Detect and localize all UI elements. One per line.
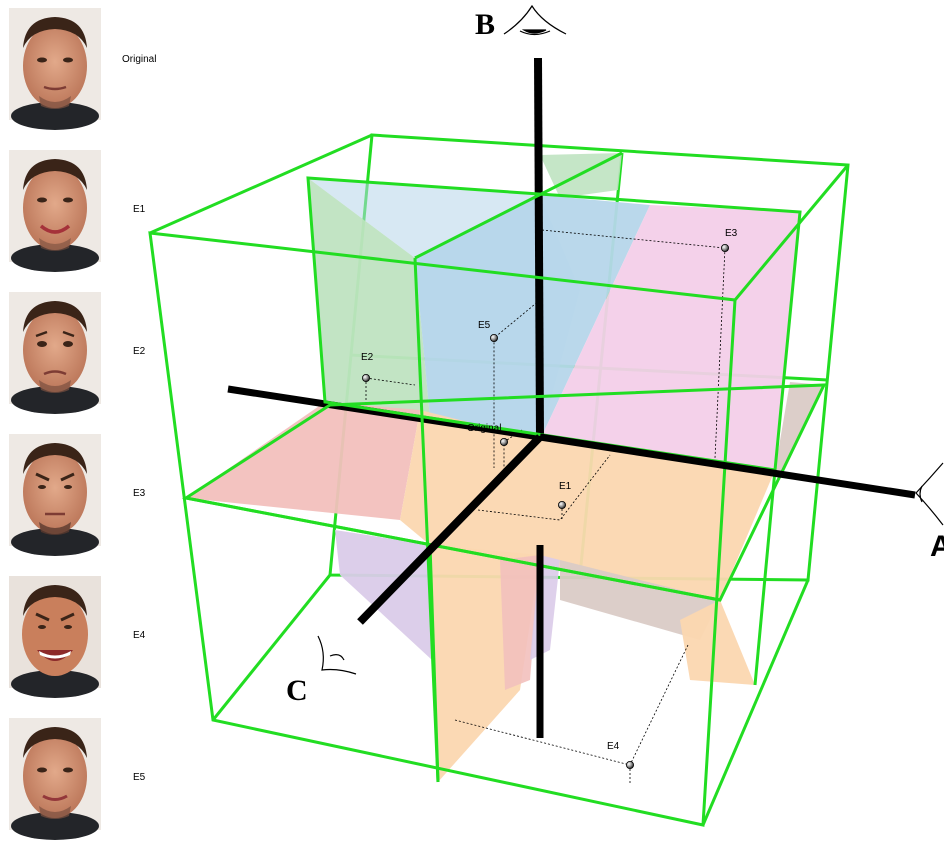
point-labels: Original E1 E2 E3 E4 E5 bbox=[361, 228, 738, 752]
face-caption-e3: E3 bbox=[133, 488, 146, 499]
eye-icon-b bbox=[503, 4, 567, 36]
axes-front bbox=[357, 433, 916, 738]
point-label-e1: E1 bbox=[559, 481, 572, 492]
region-red-horizontal bbox=[186, 402, 420, 520]
point-e1 bbox=[558, 500, 567, 509]
point-e2 bbox=[361, 373, 370, 382]
face-thumbnails bbox=[9, 8, 101, 840]
axes-back bbox=[227, 57, 544, 441]
data-points bbox=[361, 243, 730, 770]
face-caption-e2: E2 bbox=[133, 346, 146, 357]
region-red-lower bbox=[500, 555, 540, 690]
axis-c bbox=[357, 434, 543, 625]
face-thumbnail-e4 bbox=[9, 576, 101, 698]
point-label-e3: E3 bbox=[725, 228, 738, 239]
axis-label-b: B bbox=[475, 8, 495, 41]
point-label-e4: E4 bbox=[607, 741, 620, 752]
face-thumbnail-original bbox=[9, 8, 101, 130]
axis-a-front bbox=[539, 433, 916, 499]
face-caption-original: Original bbox=[122, 54, 156, 65]
eye-icon-c bbox=[317, 635, 357, 675]
region-taupe-horizontal bbox=[775, 382, 824, 480]
face-caption-e1: E1 bbox=[133, 204, 146, 215]
axis-label-a: A bbox=[930, 530, 944, 563]
region-blue-front bbox=[415, 195, 650, 440]
face-thumbnail-e5 bbox=[9, 718, 101, 840]
face-thumbnail-e1 bbox=[9, 150, 101, 272]
region-pink-front bbox=[540, 205, 800, 470]
axis-label-c: C bbox=[286, 674, 308, 707]
face-thumbnail-e3 bbox=[9, 434, 101, 556]
point-label-original: Original bbox=[467, 423, 501, 434]
point-label-e2: E2 bbox=[361, 352, 374, 363]
eye-icon-a bbox=[915, 462, 944, 526]
axis-b-upper bbox=[534, 57, 544, 438]
point-original bbox=[499, 437, 508, 446]
face-caption-e4: E4 bbox=[133, 630, 146, 641]
face-caption-e5: E5 bbox=[133, 772, 146, 783]
point-e4 bbox=[626, 761, 635, 770]
face-thumbnail-e2 bbox=[9, 292, 101, 414]
region-green-back bbox=[308, 178, 430, 418]
point-label-e5: E5 bbox=[478, 320, 491, 331]
region-orange-lower-right bbox=[680, 600, 755, 685]
axis-a-back bbox=[227, 385, 541, 441]
region-planes bbox=[186, 153, 824, 782]
point-e5 bbox=[489, 333, 498, 342]
point-e3 bbox=[721, 243, 730, 252]
